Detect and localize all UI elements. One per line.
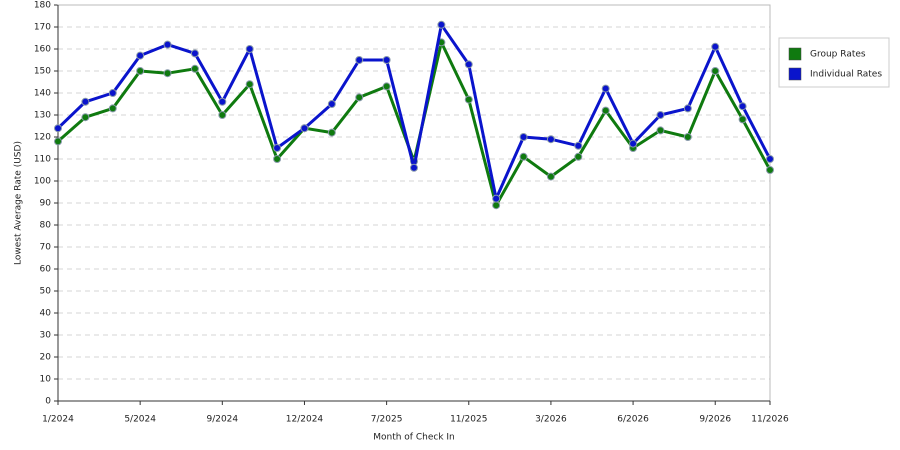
- point-marker: [245, 45, 254, 53]
- y-tick-label: 90: [40, 199, 52, 209]
- point-marker: [108, 89, 117, 97]
- x-tick-label: 11/2026: [751, 415, 789, 425]
- point-marker: [382, 82, 391, 91]
- y-tick-label: 60: [40, 265, 52, 275]
- point-marker: [81, 97, 90, 106]
- y-tick-label: 120: [34, 133, 51, 143]
- y-tick-label: 50: [40, 287, 52, 297]
- x-tick-label: 9/2026: [699, 415, 731, 425]
- point-marker: [766, 166, 774, 174]
- x-tick-label: 5/2024: [124, 415, 156, 425]
- point-marker: [492, 194, 501, 203]
- point-marker: [218, 111, 227, 119]
- point-marker: [683, 104, 692, 113]
- y-tick-label: 150: [34, 67, 51, 77]
- y-tick-label: 80: [40, 221, 52, 231]
- point-marker: [163, 69, 172, 78]
- point-marker: [245, 80, 254, 89]
- y-tick-label: 20: [40, 353, 52, 363]
- y-tick-label: 70: [40, 243, 52, 253]
- point-marker: [546, 135, 555, 144]
- y-tick-label: 170: [34, 23, 51, 33]
- point-marker: [492, 201, 501, 210]
- y-tick-label: 160: [34, 45, 51, 55]
- legend-label: Group Rates: [810, 50, 866, 60]
- x-tick-label: 7/2025: [371, 415, 403, 425]
- point-marker: [519, 152, 528, 161]
- point-marker: [327, 100, 336, 108]
- legend-swatch: [788, 47, 802, 61]
- x-tick-label: 6/2026: [617, 415, 649, 425]
- point-marker: [766, 155, 774, 163]
- point-marker: [519, 133, 528, 141]
- point-marker: [355, 56, 364, 64]
- point-marker: [683, 133, 692, 141]
- y-tick-label: 10: [40, 375, 52, 385]
- point-marker: [546, 172, 555, 181]
- point-marker: [355, 93, 364, 102]
- y-tick-label: 0: [45, 397, 51, 407]
- point-marker: [711, 67, 720, 75]
- point-marker: [738, 102, 747, 111]
- point-marker: [190, 49, 199, 58]
- point-marker: [81, 113, 90, 122]
- point-marker: [464, 60, 473, 69]
- point-marker: [273, 155, 282, 163]
- point-marker: [136, 67, 145, 75]
- y-tick-label: 130: [34, 111, 51, 121]
- point-marker: [327, 128, 336, 137]
- point-marker: [601, 84, 610, 93]
- legend-label: Individual Rates: [810, 70, 882, 80]
- point-marker: [54, 124, 62, 133]
- y-tick-label: 30: [40, 331, 52, 341]
- point-marker: [190, 64, 199, 73]
- point-marker: [410, 163, 418, 172]
- x-tick-label: 9/2024: [206, 415, 238, 425]
- point-marker: [54, 137, 62, 146]
- legend-swatch: [788, 67, 802, 81]
- point-marker: [711, 42, 720, 51]
- point-marker: [574, 152, 583, 161]
- x-tick-label: 11/2025: [450, 415, 487, 425]
- point-marker: [629, 139, 638, 148]
- point-marker: [656, 126, 665, 135]
- x-axis-label: Month of Check In: [373, 433, 455, 443]
- y-tick-label: 140: [34, 89, 51, 99]
- legend-box: [778, 37, 890, 88]
- point-marker: [738, 115, 747, 124]
- point-marker: [218, 97, 227, 106]
- point-marker: [136, 51, 145, 60]
- y-tick-label: 40: [40, 309, 52, 319]
- point-marker: [464, 95, 473, 104]
- point-marker: [601, 106, 610, 115]
- point-marker: [163, 40, 172, 49]
- y-axis-label: Lowest Average Rate (USD): [14, 141, 24, 265]
- point-marker: [574, 141, 583, 150]
- point-marker: [273, 144, 282, 152]
- x-tick-label: 3/2026: [535, 415, 567, 425]
- point-marker: [300, 124, 309, 133]
- point-marker: [382, 56, 391, 64]
- y-tick-label: 180: [34, 1, 51, 11]
- point-marker: [108, 104, 117, 113]
- x-tick-label: 12/2024: [286, 415, 324, 425]
- x-tick-label: 1/2024: [42, 415, 74, 425]
- y-tick-label: 100: [34, 177, 51, 187]
- point-marker: [656, 111, 665, 119]
- y-tick-label: 110: [34, 155, 51, 165]
- point-marker: [437, 20, 446, 29]
